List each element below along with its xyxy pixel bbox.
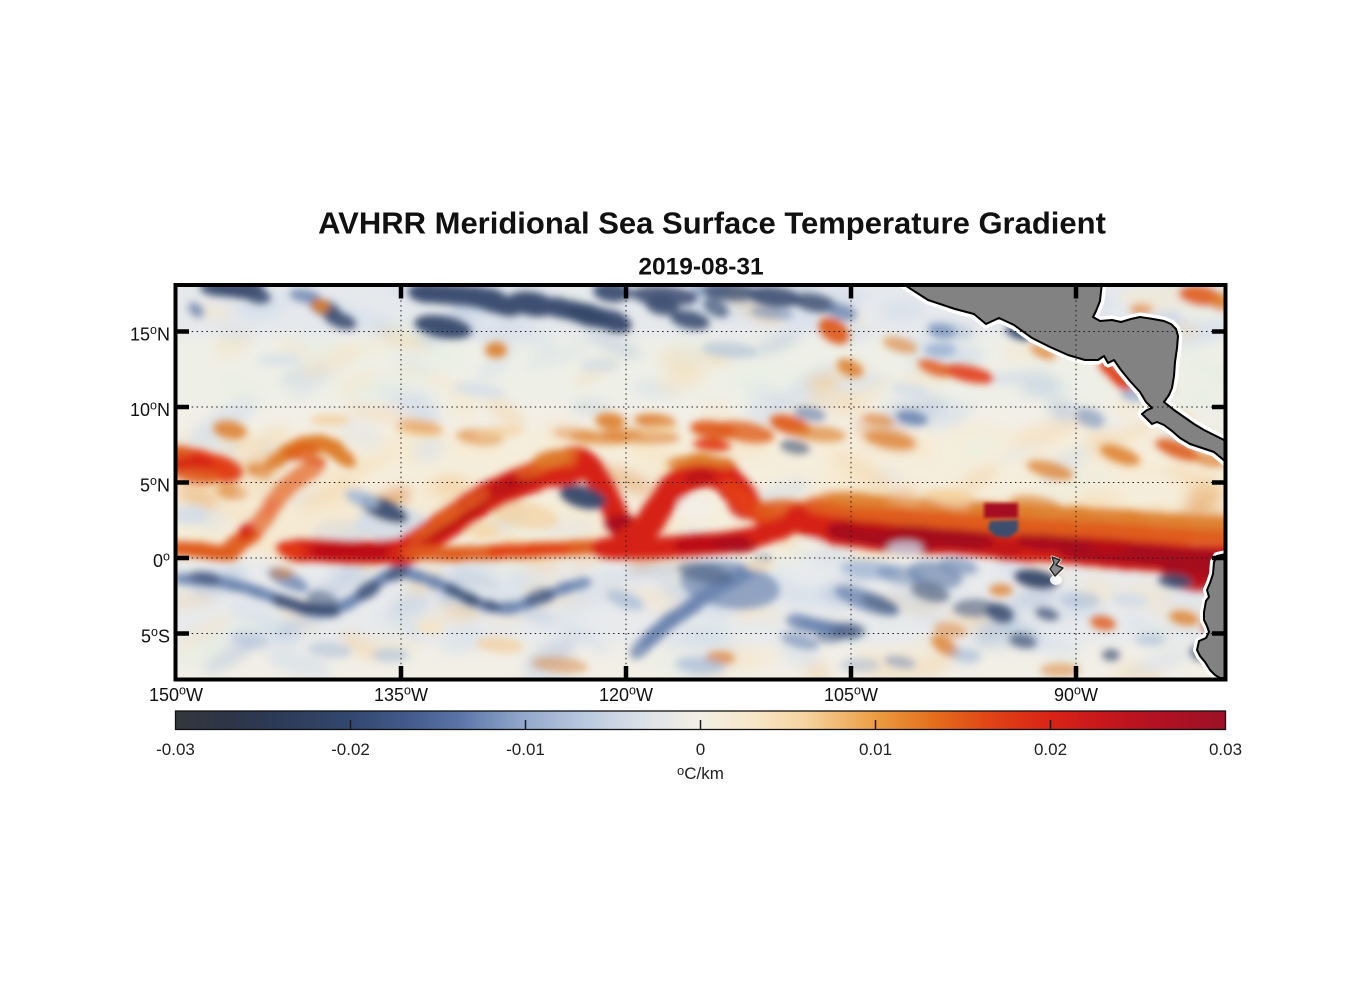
svg-text:135oW: 135oW: [374, 684, 428, 706]
svg-text:AVHRR Meridional Sea Surface T: AVHRR Meridional Sea Surface Temperature…: [318, 206, 1106, 241]
svg-text:0o: 0o: [153, 550, 170, 572]
svg-text:105oW: 105oW: [824, 684, 878, 706]
svg-text:10oN: 10oN: [130, 399, 170, 421]
svg-text:-0.02: -0.02: [331, 740, 370, 759]
svg-text:90oW: 90oW: [1054, 684, 1098, 706]
svg-text:0.01: 0.01: [859, 740, 892, 759]
svg-text:2019-08-31: 2019-08-31: [638, 254, 763, 281]
svg-text:0: 0: [696, 740, 705, 759]
svg-text:-0.03: -0.03: [156, 740, 195, 759]
svg-text:0.02: 0.02: [1034, 740, 1067, 759]
svg-text:15oN: 15oN: [130, 323, 170, 345]
svg-text:120oW: 120oW: [599, 684, 653, 706]
svg-text:5oS: 5oS: [141, 625, 170, 647]
svg-text:150oW: 150oW: [149, 684, 203, 706]
svg-text:oC/km: oC/km: [677, 763, 724, 783]
svg-text:0.03: 0.03: [1209, 740, 1242, 759]
svg-text:-0.01: -0.01: [506, 740, 545, 759]
svg-text:5oN: 5oN: [140, 474, 170, 496]
